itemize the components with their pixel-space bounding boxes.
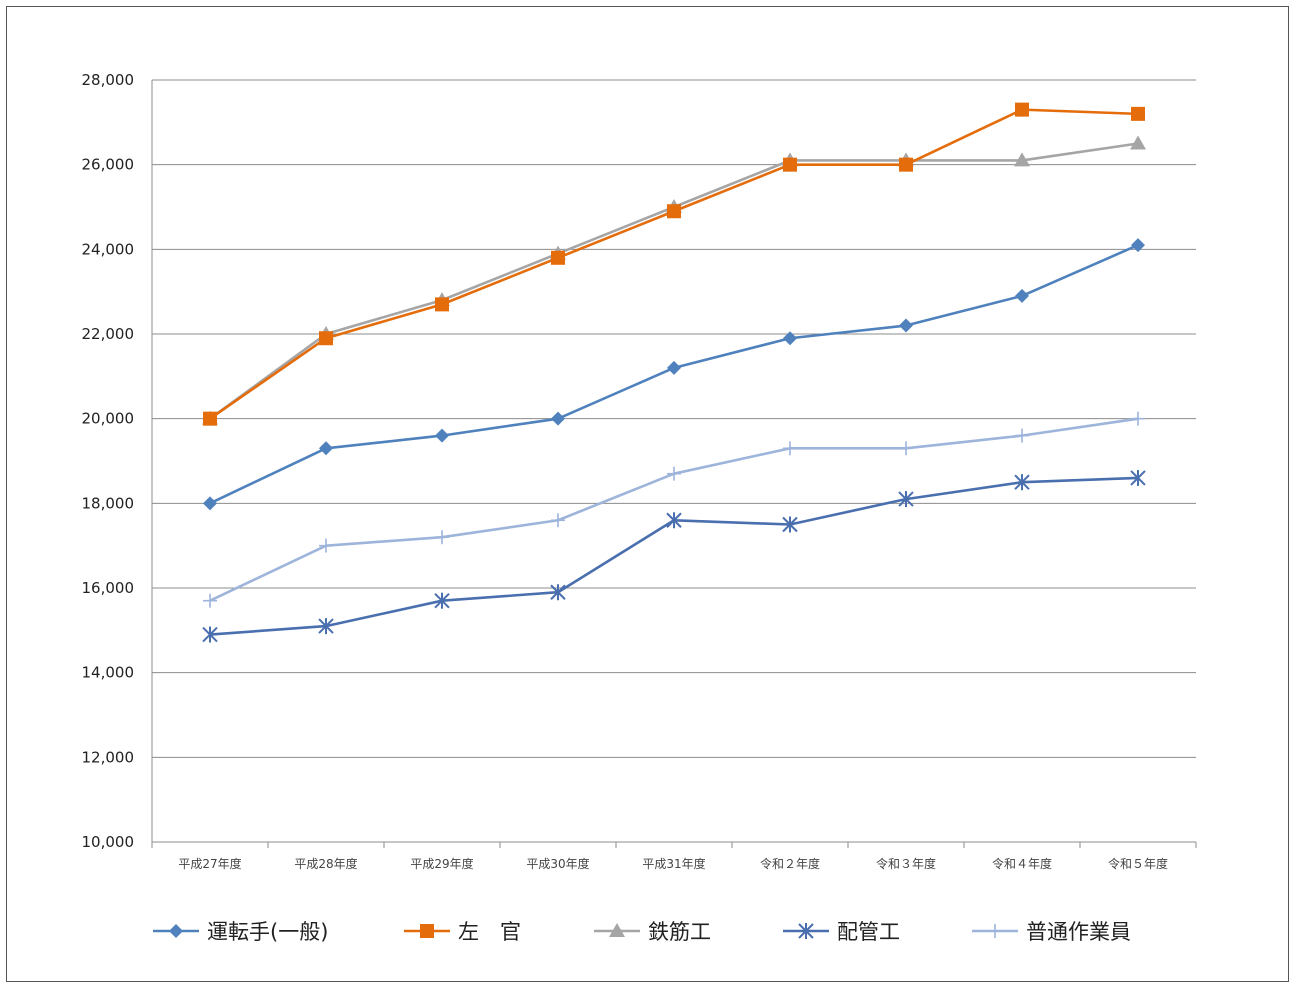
series-5 xyxy=(203,411,1145,608)
data-point xyxy=(551,513,565,528)
legend-item: 運転手(一般) xyxy=(153,920,328,944)
y-tick-label: 26,000 xyxy=(82,156,135,174)
data-point xyxy=(435,530,449,545)
data-point xyxy=(202,626,218,643)
series-2 xyxy=(203,102,1145,426)
legend-label: 配管工 xyxy=(837,920,900,944)
x-tick-label: 平成30年度 xyxy=(526,856,589,871)
series-line xyxy=(209,476,1139,636)
x-tick-label: 平成27年度 xyxy=(178,856,241,871)
legend-label: 鉄筋工 xyxy=(648,920,711,944)
series-4 xyxy=(202,469,1146,643)
series-line xyxy=(209,142,1139,420)
legend-marker xyxy=(169,924,183,938)
data-point xyxy=(899,441,913,456)
legend-marker xyxy=(988,924,1002,938)
chart-frame xyxy=(6,6,1289,982)
series-3 xyxy=(202,135,1146,425)
data-point xyxy=(551,250,565,265)
y-tick-label: 18,000 xyxy=(82,494,135,512)
data-point xyxy=(1131,238,1145,253)
data-point xyxy=(667,204,681,219)
x-tick-label: 令和３年度 xyxy=(876,856,936,871)
x-tick-label: 令和５年度 xyxy=(1108,856,1168,871)
x-tick-label: 令和４年度 xyxy=(992,856,1052,871)
grid-lines xyxy=(152,79,1196,843)
data-point xyxy=(203,496,217,511)
data-point xyxy=(1015,288,1029,303)
x-tick-label: 平成28年度 xyxy=(294,856,357,871)
x-tick-label: 平成29年度 xyxy=(410,856,473,871)
data-point xyxy=(1015,428,1029,443)
data-point xyxy=(435,297,449,312)
data-point xyxy=(1130,135,1146,150)
legend-item: 普通作業員 xyxy=(972,920,1131,944)
legend-marker xyxy=(420,924,434,938)
data-point xyxy=(899,157,913,172)
x-tick-label: 平成31年度 xyxy=(642,856,705,871)
data-point xyxy=(783,331,797,346)
y-tick-label: 22,000 xyxy=(82,325,135,343)
legend: 運転手(一般) 左 官 鉄筋工 配管工 普通作業員 xyxy=(153,920,1131,944)
data-point xyxy=(898,491,914,508)
data-point xyxy=(1131,411,1145,426)
data-point xyxy=(550,584,566,601)
legend-marker xyxy=(798,923,814,939)
y-tick-label: 24,000 xyxy=(82,240,135,258)
x-tick-label: 令和２年度 xyxy=(760,856,820,871)
data-point xyxy=(319,331,333,346)
data-point xyxy=(435,428,449,443)
axes: 10,000 12,000 14,000 16,000 18,000 20,000 22,0… xyxy=(82,71,1197,871)
data-point xyxy=(667,466,681,481)
legend-item: 配管工 xyxy=(783,920,900,944)
y-tick-label: 20,000 xyxy=(82,410,135,428)
legend-marker xyxy=(609,923,625,937)
data-point xyxy=(1015,102,1029,117)
series-1 xyxy=(203,238,1145,511)
y-tick-label: 10,000 xyxy=(82,833,135,851)
y-tick-label: 28,000 xyxy=(82,71,135,89)
legend-item: 鉄筋工 xyxy=(594,920,711,944)
data-point xyxy=(319,538,333,553)
data-point xyxy=(899,318,913,333)
y-tick-label: 12,000 xyxy=(82,748,135,766)
data-point xyxy=(783,157,797,172)
legend-label: 普通作業員 xyxy=(1026,920,1131,944)
legend-label: 運転手(一般) xyxy=(207,920,328,944)
data-point xyxy=(551,411,565,426)
data-point xyxy=(1131,106,1145,121)
data-point xyxy=(319,441,333,456)
data-point xyxy=(203,411,217,426)
data-point xyxy=(1014,152,1030,167)
legend-label: 左 官 xyxy=(458,920,521,944)
data-point xyxy=(783,441,797,456)
data-point xyxy=(782,516,798,533)
data-point xyxy=(203,593,217,608)
data-point xyxy=(318,618,334,635)
data-point xyxy=(667,360,681,375)
legend-item: 左 官 xyxy=(404,920,521,944)
data-point xyxy=(1130,469,1146,486)
data-point xyxy=(1014,474,1030,491)
series-lines xyxy=(202,102,1146,643)
y-tick-label: 16,000 xyxy=(82,579,135,597)
y-tick-label: 14,000 xyxy=(82,664,135,682)
data-point xyxy=(666,512,682,529)
data-point xyxy=(434,592,450,609)
